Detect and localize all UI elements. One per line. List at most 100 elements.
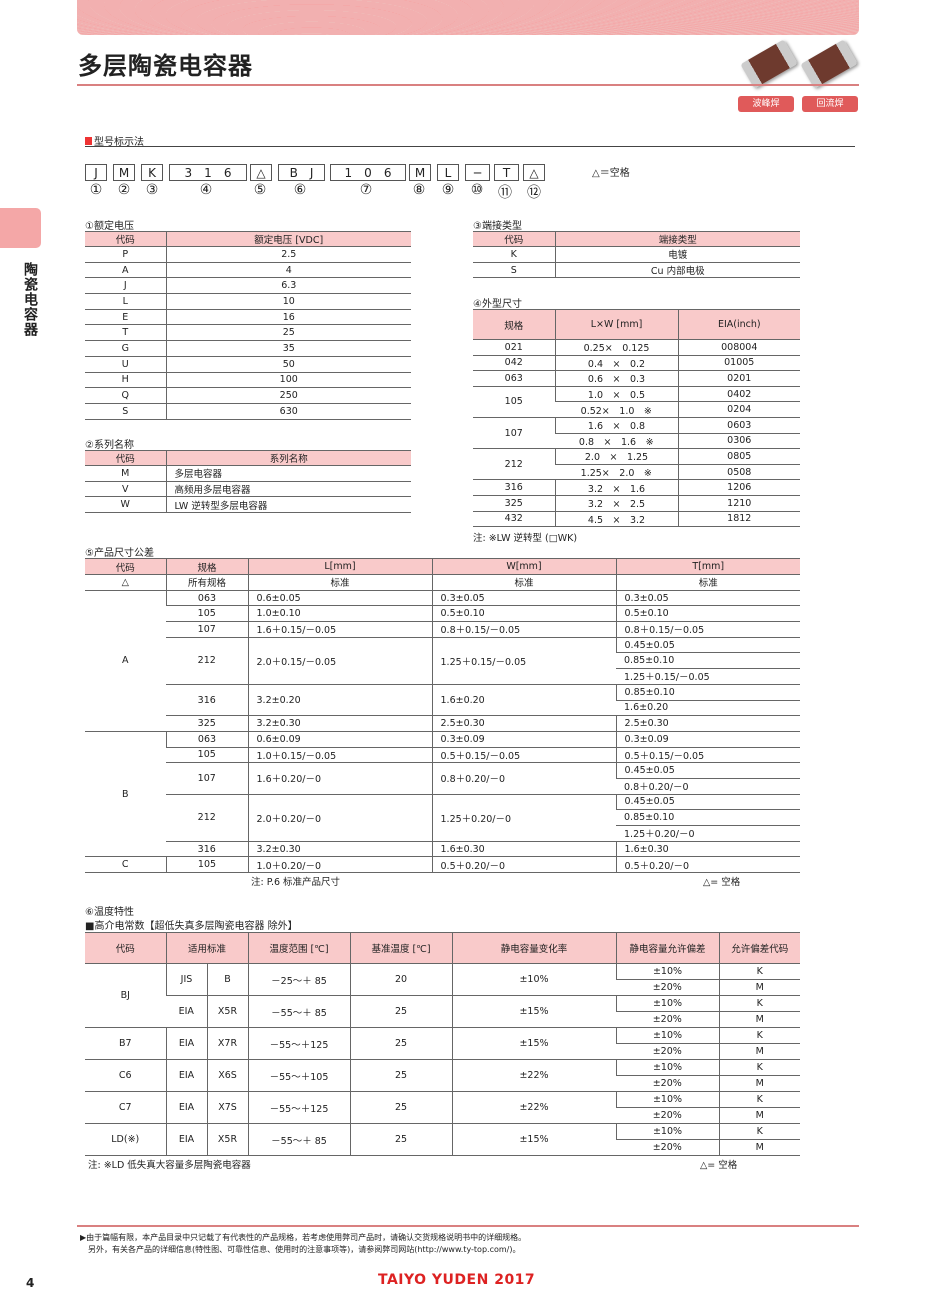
table-row: 325 3.2 × 2.5 1210 xyxy=(473,495,800,512)
table-cell: ±10% xyxy=(615,1091,720,1108)
table-cell: 0.85±0.10 xyxy=(615,684,800,701)
part-code-index: ⑩ xyxy=(470,182,484,198)
divider xyxy=(77,84,859,86)
side-tab xyxy=(0,208,41,248)
table-cell: 008004 xyxy=(677,339,800,356)
column-header: 允许偏差代码 xyxy=(718,932,801,964)
table-cell: 1.6±0.30 xyxy=(615,841,800,858)
table-cell: S xyxy=(85,403,166,420)
table-cell: JIS xyxy=(165,963,207,996)
code-cell: C7 xyxy=(85,1091,166,1124)
table-cell: 电镀 xyxy=(554,246,800,263)
table-row: E 16 xyxy=(85,309,411,326)
table-cell: P xyxy=(85,246,166,263)
table-row: 0.8＋0.20/－0 xyxy=(85,778,800,795)
table-cell: ±15% xyxy=(451,1123,617,1156)
table-cell: 0.4 × 0.2 xyxy=(554,355,678,372)
table-cell: 1.0＋0.15/－0.05 xyxy=(247,747,432,764)
table-cell: 0201 xyxy=(677,370,800,387)
table-cell: K xyxy=(718,1059,801,1076)
table-cell: X5R xyxy=(206,1123,249,1156)
tolerance-table: 代码 规格 L[mm] W[mm] T[mm] △ 所有规格 标准 标准 标准 A 063 0.6±0.… xyxy=(85,558,800,874)
table-cell: 0603 xyxy=(677,417,800,434)
table-row: 316 3.2 × 1.6 1206 xyxy=(473,479,800,496)
table-cell: －55～＋125 xyxy=(247,1091,351,1124)
part-code-index: ⑤ xyxy=(253,182,267,198)
table-cell: ±10% xyxy=(615,995,720,1012)
table-cell: W xyxy=(85,496,166,514)
table-row: U 50 xyxy=(85,356,411,373)
table-cell: ±20% xyxy=(616,1011,720,1028)
table-cell: E xyxy=(85,309,166,326)
table-row: 0.8 × 1.6 ※ 0306 xyxy=(473,433,800,450)
table-row: ±20% M xyxy=(85,1043,801,1060)
table-cell: 0.85±0.10 xyxy=(616,809,800,826)
table-row: 105 1.0 × 0.5 0402 xyxy=(473,386,800,418)
side-label: 陶瓷电容器 xyxy=(22,262,38,337)
table-row: 316 3.2±0.20 1.6±0.20 0.85±0.10 xyxy=(85,684,800,717)
table-cell: 325 xyxy=(473,495,555,512)
table-cell: －55～＋ 85 xyxy=(247,995,351,1028)
table-cell: 0.45±0.05 xyxy=(615,762,800,779)
table-cell: 1.0±0.10 xyxy=(247,605,432,623)
header-row: 代码 系列名称 xyxy=(85,450,411,466)
part-code-box: 3 1 6 xyxy=(169,164,247,181)
table-cell: 0.8＋0.15/－0.05 xyxy=(431,621,616,638)
table-cell: ±20% xyxy=(616,1075,720,1092)
part-code-index: ② xyxy=(117,182,131,198)
table-cell: ±22% xyxy=(451,1091,617,1124)
table-cell: 316 xyxy=(473,479,555,496)
table-row: ±20% M xyxy=(85,979,801,996)
table-cell: S xyxy=(473,262,555,279)
column-header: L[mm] xyxy=(247,558,432,575)
part-code-index: ⑧ xyxy=(412,182,426,198)
table-cell: 多层电容器 xyxy=(165,465,411,482)
size-title: ④外型尺寸 xyxy=(473,299,522,310)
column-header: 代码 xyxy=(85,932,166,964)
table-row: H 100 xyxy=(85,372,411,389)
table-cell: 25 xyxy=(349,1123,453,1156)
code-cell: A xyxy=(85,590,166,732)
table-cell: 01005 xyxy=(677,355,800,372)
table-row: B 063 0.6±0.09 0.3±0.09 0.3±0.09 xyxy=(85,731,800,858)
table-cell: 105 xyxy=(166,747,248,764)
table-cell: ±10% xyxy=(451,963,617,996)
column-header: 适用标准 xyxy=(165,932,249,964)
table-row: C 105 1.0＋0.20/－0 0.5＋0.20/－0 0.5＋0.20/－0 xyxy=(85,856,800,874)
table-cell: －55～＋ 85 xyxy=(247,1123,351,1156)
column-header: 基准温度 [℃] xyxy=(349,932,453,964)
table-row: B7 EIA X7R －55～＋125 25 ±15% ±10% K xyxy=(85,1027,801,1060)
table-cell: 1.6±0.30 xyxy=(431,841,616,858)
table-row: 063 0.6 × 0.3 0201 xyxy=(473,370,800,387)
table-cell: 0.8＋0.20/－0 xyxy=(616,778,800,795)
table-cell: 0.85±0.10 xyxy=(616,652,800,670)
table-cell: K xyxy=(718,1091,801,1108)
table-cell: 35 xyxy=(165,340,411,357)
table-cell: M xyxy=(718,1139,801,1156)
table-cell: Cu 内部电极 xyxy=(554,262,800,279)
table-cell: G xyxy=(85,340,166,357)
part-code-index: ⑨ xyxy=(441,182,455,198)
table-cell: M xyxy=(718,1075,801,1092)
table-cell: 0.3±0.09 xyxy=(431,731,616,748)
table-cell: 0306 xyxy=(677,433,800,450)
table-cell: 20 xyxy=(349,963,453,996)
table-cell: 063 xyxy=(165,731,248,748)
table-cell: 3.2 × 1.6 xyxy=(554,479,678,496)
table-row: T 25 xyxy=(85,324,411,342)
part-code-box: 1 0 6 xyxy=(330,164,406,181)
table-cell: ±20% xyxy=(616,1043,720,1060)
table-cell: 0.6±0.05 xyxy=(247,590,432,607)
table-cell: 4.5 × 3.2 xyxy=(554,511,678,528)
table-cell: 2.0 × 1.25 xyxy=(554,448,678,465)
table-row: 212 2.0 × 1.25 0805 xyxy=(473,448,800,481)
table-cell: A xyxy=(85,262,166,279)
table-cell: 063 xyxy=(473,370,555,387)
column-header: W[mm] xyxy=(431,558,616,575)
table-cell: L xyxy=(85,293,166,310)
table-row: 105 1.0±0.10 0.5±0.10 0.5±0.10 xyxy=(85,605,800,623)
table-cell: 0.25× 0.125 xyxy=(554,339,678,356)
table-cell: Q xyxy=(85,387,166,404)
code-cell: BJ xyxy=(85,963,166,1028)
